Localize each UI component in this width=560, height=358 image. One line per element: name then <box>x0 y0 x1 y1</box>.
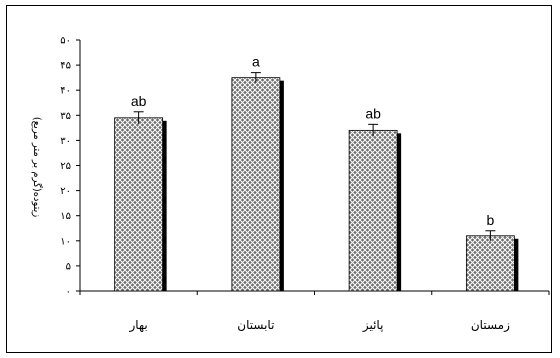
data-label: ab <box>131 93 147 109</box>
data-label: ab <box>365 105 381 121</box>
y-tick-label: ۲۰ <box>60 186 71 197</box>
bar <box>465 235 515 292</box>
x-category-label: پائیز <box>362 318 384 333</box>
x-category-label: تابستان <box>237 318 274 332</box>
bar <box>231 77 281 292</box>
y-tick-label: ۱۰ <box>60 236 71 247</box>
data-label: a <box>252 54 260 70</box>
data-label: b <box>486 212 494 228</box>
bar-group: ab a ab b <box>114 54 519 292</box>
y-axis-title: زیتوده(گرم بر متر مربع) <box>31 117 43 218</box>
y-tick-label: ۳۵ <box>60 111 71 122</box>
bar <box>348 129 398 292</box>
x-category-label: بهار <box>128 318 147 333</box>
y-tick-label: ۴۰ <box>60 86 71 97</box>
y-tick-label: ۴۵ <box>60 61 71 72</box>
y-tick-label: ۵ <box>66 261 71 272</box>
x-category-label: زمستان <box>471 318 510 333</box>
y-tick-label: ۳۰ <box>60 136 71 147</box>
y-tick-label: ۲۵ <box>60 161 71 172</box>
bar <box>114 117 164 292</box>
y-tick-label: ۱۵ <box>60 211 71 222</box>
y-tick-label: ۵۰ <box>60 36 71 47</box>
y-tick-label: ۰ <box>66 287 71 298</box>
